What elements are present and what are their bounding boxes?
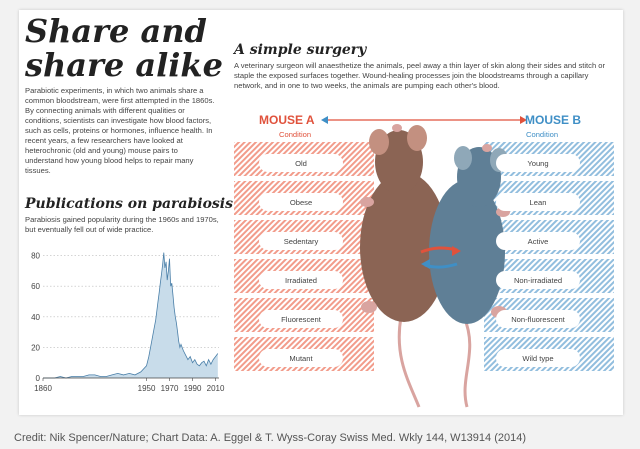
header-arrow — [321, 116, 527, 124]
mouse-a-tail — [397, 316, 421, 408]
mouse-a-condition-obese: Obese — [259, 193, 343, 211]
publications-description: Parabiosis gained popularity during the … — [25, 215, 219, 234]
x-tick-label-3: 1990 — [184, 384, 202, 393]
mouse-b-left-ear — [454, 146, 472, 170]
publications-title: Publications on parabiosis — [25, 196, 234, 212]
red-exchange-arrowhead — [452, 246, 461, 256]
mouse-b-condition-young: Young — [496, 154, 580, 172]
page-title: Share and share alike — [25, 14, 223, 82]
publications-chart: 0 20 40 60 80 1860 1950 1970 1990 2010 — [31, 252, 225, 393]
y-tick-label-3: 60 — [31, 282, 40, 291]
mouse-a-condition-sedentary: Sedentary — [259, 232, 343, 250]
mouse-a-condition-old: Old — [259, 154, 343, 172]
publications-line — [43, 252, 219, 379]
mouse-a-label: MOUSE A — [259, 113, 315, 127]
mouse-a-condition-label: Condition — [279, 130, 312, 139]
mouse-b-label: MOUSE B — [525, 113, 582, 127]
y-tick-label-4: 80 — [31, 252, 40, 261]
mouse-b-condition-wild-type: Wild type — [496, 349, 580, 367]
infographic-panel: Share and share alike Parabiotic experim… — [19, 10, 623, 415]
x-tick-label-0: 1860 — [34, 384, 52, 393]
credit-line: Credit: Nik Spencer/Nature; Chart Data: … — [14, 432, 527, 444]
left-arrowhead — [321, 116, 328, 124]
title-line-2: share alike — [25, 46, 223, 84]
mouse-a-condition-irradiated: Irradiated — [259, 271, 343, 289]
blood-exchange-arrows — [420, 246, 461, 269]
mouse-b-tail — [462, 316, 472, 408]
surgery-description: A veterinary surgeon will anaesthetize t… — [234, 61, 606, 90]
mouse-a-body — [360, 172, 448, 322]
mouse-b-condition-active: Active — [496, 232, 580, 250]
mouse-b-nose — [482, 144, 492, 152]
mice-illustration — [360, 124, 510, 408]
mouse-a-condition-mutant: Mutant — [259, 349, 343, 367]
mouse-b-condition-lean: Lean — [496, 193, 580, 211]
surgery-title: A simple surgery — [234, 42, 367, 58]
blue-exchange-arrowhead — [421, 259, 430, 269]
x-tick-label-2: 1970 — [161, 384, 179, 393]
y-tick-label-2: 40 — [31, 313, 40, 322]
mouse-a-front-paw — [360, 197, 374, 207]
mouse-a-condition-fluorescent: Fluorescent — [259, 310, 343, 328]
title-line-1: Share and — [25, 12, 207, 50]
intro-text: Parabiotic experiments, in which two ani… — [25, 86, 215, 175]
y-tick-label-1: 20 — [31, 343, 40, 352]
right-arrowhead — [520, 116, 527, 124]
mouse-b-condition-non-irradiated: Non-irradiated — [496, 271, 580, 289]
mouse-b-body — [429, 180, 505, 324]
y-tick-label-0: 0 — [36, 374, 41, 383]
x-tick-label-4: 2010 — [207, 384, 225, 393]
mouse-a-left-ear — [369, 129, 389, 155]
publications-area — [43, 252, 218, 378]
mouse-b-illustration — [429, 144, 510, 408]
mouse-b-condition-non-fluorescent: Non-fluorescent — [496, 310, 580, 328]
mouse-a-illustration — [360, 124, 448, 408]
mouse-b-condition-label: Condition — [526, 130, 559, 139]
mouse-a-right-ear — [407, 125, 427, 151]
mouse-a-back-paw — [361, 301, 377, 313]
mouse-a-nose — [392, 124, 402, 132]
x-tick-label-1: 1950 — [138, 384, 156, 393]
